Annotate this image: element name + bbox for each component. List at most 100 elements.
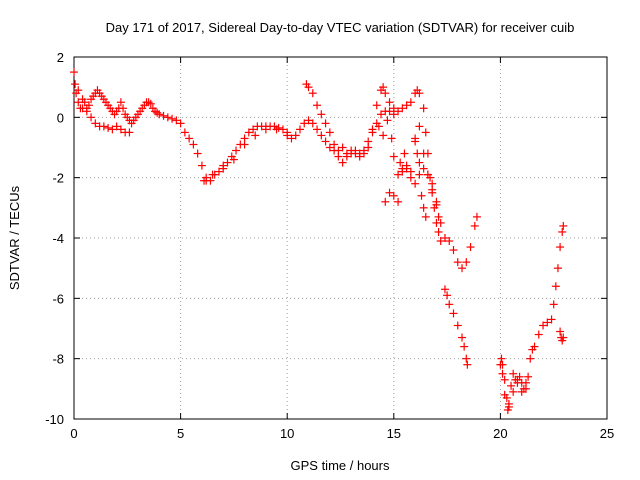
data-point: [507, 381, 516, 390]
data-point: [413, 149, 422, 158]
data-point: [359, 149, 368, 158]
data-point: [119, 104, 128, 113]
data-point: [172, 116, 181, 125]
data-point: [317, 131, 326, 140]
data-point: [472, 212, 481, 221]
data-point: [208, 170, 217, 179]
data-point: [229, 155, 238, 164]
data-point: [394, 107, 403, 116]
data-point: [419, 164, 428, 173]
data-point: [543, 318, 552, 327]
data-point: [385, 188, 394, 197]
data-point: [417, 191, 426, 200]
data-point: [379, 83, 388, 92]
y-tick-label: -6: [52, 291, 64, 306]
data-point: [458, 333, 467, 342]
data-point: [423, 170, 432, 179]
data-point: [509, 387, 518, 396]
data-point: [104, 123, 113, 132]
data-point: [428, 185, 437, 194]
data-point: [283, 131, 292, 140]
data-point: [402, 101, 411, 110]
data-point: [460, 342, 469, 351]
data-point: [432, 200, 441, 209]
x-tick-label: 5: [177, 426, 184, 441]
data-point: [99, 122, 108, 131]
data-point: [559, 221, 568, 230]
data-point: [338, 158, 347, 167]
data-point: [513, 375, 522, 384]
data-point: [159, 111, 168, 120]
chart-grid: [74, 57, 607, 419]
data-point: [377, 110, 386, 119]
data-point: [521, 384, 530, 393]
data-point: [70, 68, 78, 77]
data-point: [539, 321, 548, 330]
data-point: [313, 125, 322, 134]
data-point: [443, 291, 452, 300]
data-point: [330, 140, 339, 149]
x-axis-label: GPS time / hours: [291, 458, 390, 473]
data-point: [406, 167, 415, 176]
y-tick-label: 2: [57, 50, 64, 65]
data-point: [355, 152, 364, 161]
data-point: [398, 167, 407, 176]
data-point: [347, 146, 356, 155]
data-point: [398, 104, 407, 113]
data-point: [338, 143, 347, 152]
data-point: [500, 375, 509, 384]
y-tick-label: 0: [57, 110, 64, 125]
data-point: [325, 128, 334, 137]
data-point: [240, 140, 249, 149]
y-tick-label: -8: [52, 352, 64, 367]
data-point: [556, 327, 565, 336]
data-point: [462, 354, 471, 363]
data-point: [313, 101, 322, 110]
data-point: [274, 123, 283, 132]
data-point: [396, 158, 405, 167]
data-point: [381, 89, 390, 98]
data-point: [411, 179, 420, 188]
data-point: [383, 116, 392, 125]
data-point: [261, 125, 270, 134]
data-point: [453, 321, 462, 330]
data-series: [70, 68, 568, 414]
data-point: [325, 143, 334, 152]
data-point: [389, 104, 398, 113]
data-point: [445, 237, 454, 246]
data-point: [308, 119, 317, 128]
data-point: [400, 149, 409, 158]
data-point: [421, 212, 430, 221]
data-point: [419, 104, 428, 113]
data-point: [406, 98, 415, 107]
data-point: [291, 131, 300, 140]
data-point: [272, 125, 281, 134]
x-tick-label: 10: [280, 426, 294, 441]
y-axis-label: SDTVAR / TECUs: [7, 185, 22, 290]
data-point: [244, 128, 253, 137]
data-point: [87, 113, 96, 122]
data-point: [189, 140, 198, 149]
data-point: [449, 309, 458, 318]
data-point: [389, 152, 398, 161]
data-point: [498, 369, 507, 378]
data-point: [381, 197, 390, 206]
data-point: [556, 243, 565, 252]
data-point: [351, 149, 360, 158]
data-point: [415, 89, 424, 98]
data-point: [470, 221, 479, 230]
data-point: [547, 315, 556, 324]
data-point: [379, 131, 388, 140]
data-point: [385, 98, 394, 107]
data-point: [500, 390, 509, 399]
data-point: [498, 360, 507, 369]
data-point: [223, 158, 232, 167]
data-point: [558, 227, 567, 236]
data-point: [295, 125, 304, 134]
data-point: [308, 89, 317, 98]
data-point: [374, 122, 383, 131]
data-point: [112, 122, 121, 131]
data-point: [385, 107, 394, 116]
data-point: [440, 285, 449, 294]
data-point: [304, 83, 313, 92]
